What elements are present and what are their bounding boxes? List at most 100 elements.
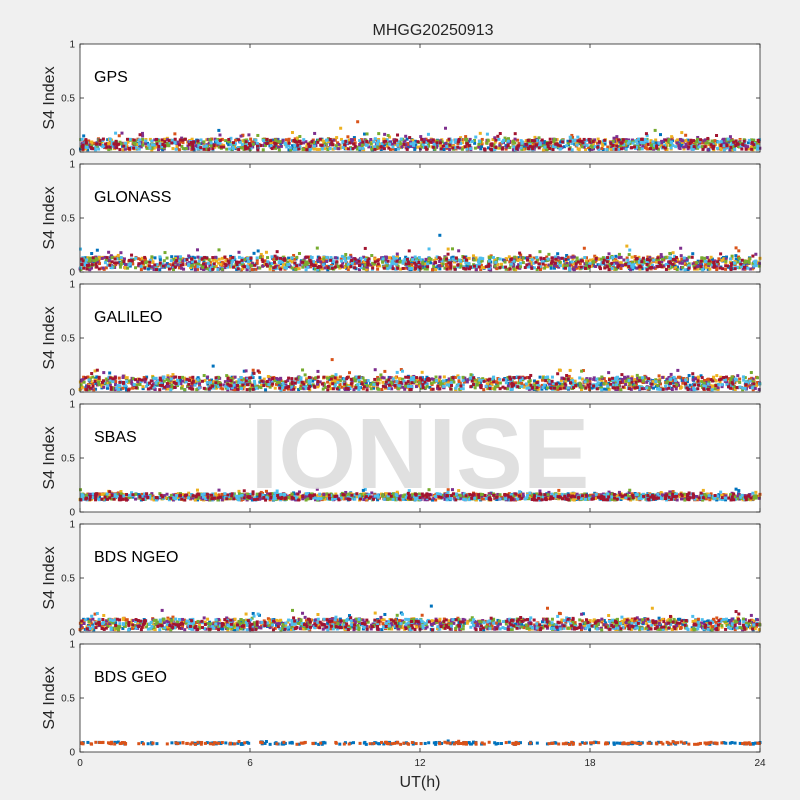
data-point: [146, 141, 150, 145]
data-point: [530, 258, 534, 262]
data-point: [472, 256, 476, 260]
data-point: [273, 254, 277, 258]
data-point: [537, 146, 541, 150]
data-point: [694, 146, 698, 150]
data-point: [341, 261, 345, 265]
data-point: [684, 133, 688, 137]
data-point: [570, 263, 574, 267]
data-point: [449, 265, 453, 269]
peak-point: [653, 128, 657, 132]
data-point: [737, 266, 741, 270]
data-point: [716, 146, 720, 150]
data-point: [384, 139, 388, 143]
data-point: [138, 142, 142, 146]
data-point: [363, 379, 367, 383]
data-point: [507, 255, 511, 259]
data-point: [440, 140, 444, 144]
data-point: [607, 268, 611, 272]
data-point: [297, 388, 301, 392]
data-point: [712, 263, 716, 267]
data-point: [175, 144, 179, 148]
data-point: [756, 260, 760, 264]
data-point: [313, 261, 317, 265]
data-point: [342, 257, 346, 261]
data-point: [287, 144, 291, 148]
data-point: [137, 262, 141, 266]
data-point: [447, 377, 451, 381]
data-point: [114, 131, 118, 135]
data-point: [362, 255, 366, 259]
data-point: [165, 138, 169, 142]
data-point: [611, 257, 615, 261]
data-point: [153, 256, 157, 260]
data-point: [309, 262, 313, 266]
data-point: [485, 132, 489, 136]
data-point: [410, 261, 414, 265]
data-point: [635, 373, 639, 377]
data-point: [456, 263, 460, 267]
data-point: [347, 265, 351, 269]
data-point: [242, 264, 246, 268]
data-point: [450, 144, 454, 148]
data-point: [347, 138, 351, 142]
data-point: [641, 256, 645, 260]
data-point: [251, 262, 255, 266]
data-point: [215, 385, 219, 389]
data-point: [514, 375, 518, 379]
data-point: [497, 137, 501, 141]
data-point: [305, 145, 309, 149]
data-point: [447, 379, 451, 383]
data-point: [164, 384, 168, 388]
data-point: [706, 141, 710, 145]
data-point: [125, 137, 129, 141]
data-point: [98, 378, 102, 382]
data-point: [382, 140, 386, 144]
data-point: [687, 262, 691, 266]
data-point: [567, 266, 571, 270]
data-point: [494, 260, 498, 264]
data-point: [547, 382, 551, 386]
data-point: [218, 141, 222, 145]
data-point: [118, 140, 122, 144]
data-point: [543, 266, 547, 270]
data-point: [210, 378, 214, 382]
data-point: [118, 265, 122, 269]
data-point: [199, 138, 203, 142]
data-point: [376, 259, 380, 263]
data-point: [212, 384, 216, 388]
data-point: [105, 256, 109, 260]
data-point: [512, 145, 516, 149]
data-point: [631, 141, 635, 145]
data-point: [89, 145, 93, 149]
data-point: [174, 147, 178, 151]
data-point: [637, 260, 641, 264]
data-point: [360, 262, 364, 266]
data-point: [284, 138, 288, 142]
data-point: [713, 259, 717, 263]
data-point: [528, 142, 532, 146]
data-point: [113, 146, 117, 150]
data-point: [400, 145, 404, 149]
peak-point: [679, 246, 683, 250]
data-point: [478, 381, 482, 385]
data-point: [230, 147, 234, 151]
data-point: [719, 148, 723, 152]
data-point: [739, 262, 743, 266]
data-point: [694, 143, 698, 147]
data-point: [578, 262, 582, 266]
data-point: [525, 144, 529, 148]
data-point: [725, 139, 729, 143]
data-point: [736, 145, 740, 149]
data-point: [617, 148, 621, 152]
data-point: [648, 256, 652, 260]
data-point: [513, 141, 517, 145]
data-point: [107, 259, 111, 263]
data-point: [661, 145, 665, 149]
data-point: [525, 263, 529, 267]
data-point: [327, 378, 331, 382]
data-point: [170, 141, 174, 145]
data-point: [442, 375, 446, 379]
data-point: [416, 262, 420, 266]
data-point: [624, 263, 628, 267]
data-point: [671, 379, 675, 383]
